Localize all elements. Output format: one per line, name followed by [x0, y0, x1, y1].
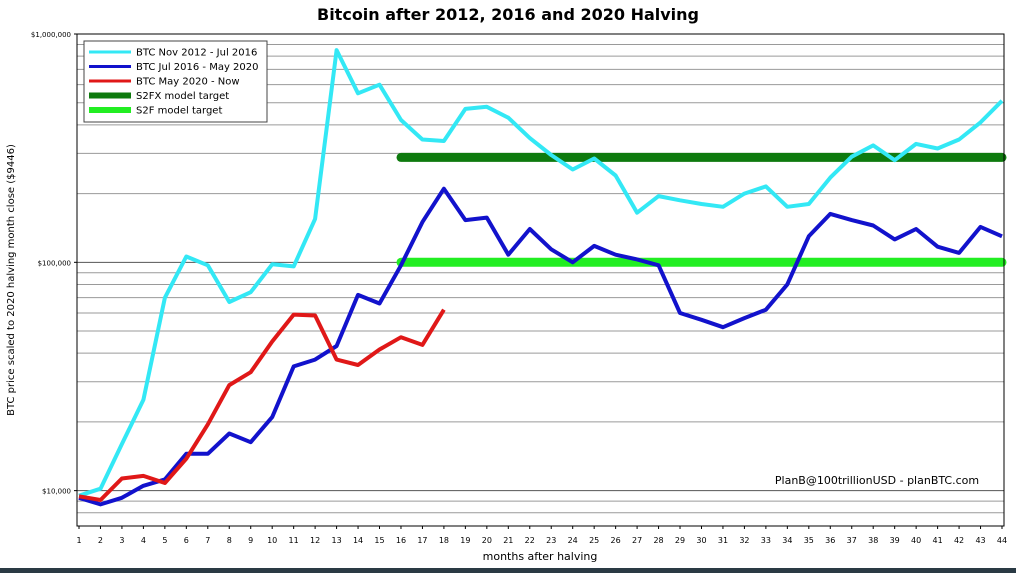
- x-tick-label: 36: [825, 536, 835, 545]
- x-tick-label: 10: [267, 536, 277, 545]
- x-tick-label: 2: [98, 536, 103, 545]
- x-tick-label: 5: [162, 536, 167, 545]
- x-tick-label: 6: [184, 536, 189, 545]
- x-tick-label: 38: [868, 536, 878, 545]
- legend-label: S2F model target: [136, 106, 222, 117]
- x-tick-label: 3: [119, 536, 124, 545]
- y-tick-label: $100,000: [38, 259, 71, 267]
- y-tick-label: $10,000: [42, 488, 71, 496]
- x-tick-label: 12: [310, 536, 320, 545]
- plot-frame: [76, 33, 1005, 527]
- x-tick-label: 1: [76, 536, 81, 545]
- x-tick-label: 35: [804, 536, 814, 545]
- x-tick-label: 9: [248, 536, 253, 545]
- x-tick-label: 27: [632, 536, 642, 545]
- y-tick-label: $1,000,000: [31, 31, 71, 39]
- series-lines: [78, 48, 1007, 507]
- y-axis-ticks: $10,000 $100,000 $1,000,000: [31, 31, 77, 496]
- x-tick-label: 19: [460, 536, 470, 545]
- x-tick-label: 22: [525, 536, 535, 545]
- x-tick-label: 25: [589, 536, 599, 545]
- series-line: [78, 308, 446, 502]
- x-tick-label: 14: [353, 536, 363, 545]
- window-bottom-bar: [0, 568, 1016, 573]
- x-tick-label: 8: [227, 536, 232, 545]
- x-axis-ticks: 1 2 3 4 5 6 7 8 9 10 11 12 13 14 15 16 17 18 19 20 21 22 23 24 2…: [76, 526, 1007, 545]
- x-tick-label: 15: [374, 536, 384, 545]
- x-tick-label: 33: [761, 536, 771, 545]
- x-tick-label: 44: [997, 536, 1007, 545]
- x-tick-label: 43: [975, 536, 985, 545]
- x-tick-label: 16: [396, 536, 406, 545]
- legend-label: BTC May 2020 - Now: [136, 77, 240, 88]
- legend-label: BTC Jul 2016 - May 2020: [136, 62, 259, 73]
- x-tick-label: 20: [482, 536, 492, 545]
- x-tick-label: 18: [439, 536, 449, 545]
- chart-title: Bitcoin after 2012, 2016 and 2020 Halvin…: [317, 5, 699, 24]
- legend-label: BTC Nov 2012 - Jul 2016: [136, 48, 257, 59]
- chart-annotation: PlanB@100trillionUSD - planBTC.com: [775, 474, 979, 487]
- x-tick-label: 23: [546, 536, 556, 545]
- x-axis-label: months after halving: [483, 550, 598, 563]
- x-tick-label: 34: [782, 536, 792, 545]
- x-tick-label: 32: [739, 536, 749, 545]
- x-tick-label: 29: [675, 536, 685, 545]
- x-tick-label: 4: [141, 536, 146, 545]
- x-tick-label: 21: [503, 536, 513, 545]
- x-tick-label: 11: [289, 536, 299, 545]
- legend-label: S2FX model target: [136, 91, 229, 102]
- x-tick-label: 13: [331, 536, 341, 545]
- x-tick-label: 30: [696, 536, 706, 545]
- legend: BTC Nov 2012 - Jul 2016 BTC Jul 2016 - Ma…: [83, 40, 268, 123]
- x-tick-label: 7: [205, 536, 210, 545]
- x-tick-label: 42: [954, 536, 964, 545]
- x-tick-label: 40: [911, 536, 921, 545]
- x-tick-label: 37: [847, 536, 857, 545]
- x-tick-label: 28: [653, 536, 663, 545]
- x-tick-label: 39: [890, 536, 900, 545]
- y-axis-label: BTC price scaled to 2020 halving month c…: [6, 144, 17, 416]
- x-tick-label: 17: [417, 536, 427, 545]
- x-tick-label: 31: [718, 536, 728, 545]
- x-tick-label: 24: [568, 536, 578, 545]
- series-line: [78, 186, 1003, 507]
- x-tick-label: 41: [933, 536, 943, 545]
- series-line: [78, 48, 1004, 498]
- x-tick-label: 26: [611, 536, 621, 545]
